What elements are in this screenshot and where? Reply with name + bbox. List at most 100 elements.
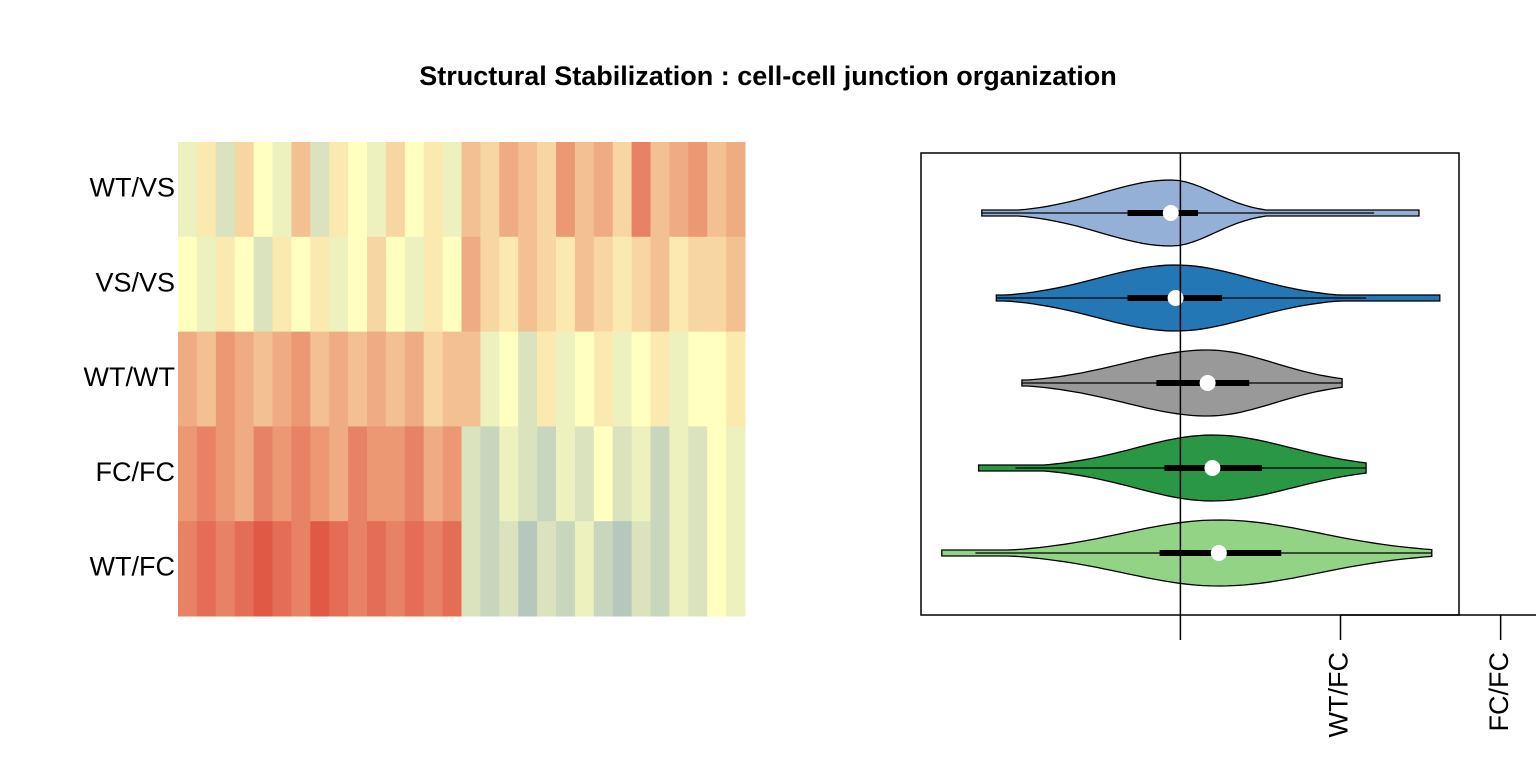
heatmap-cell — [499, 426, 519, 522]
heatmap-cell — [196, 142, 217, 238]
median — [1210, 545, 1227, 561]
heatmap-cell — [726, 331, 746, 427]
heatmap-cell — [461, 236, 481, 333]
heatmap-cell — [215, 426, 236, 522]
heatmap-cell — [272, 236, 292, 333]
row-label: VS/VS — [95, 267, 175, 297]
heatmap-cell — [707, 331, 727, 427]
heatmap-cell — [556, 521, 576, 617]
heatmap-cell — [234, 236, 255, 333]
row-label: WT/FC — [90, 552, 175, 582]
heatmap-cell — [688, 236, 708, 333]
row-label: FC/FC — [96, 457, 175, 487]
heatmap-cell — [574, 142, 595, 238]
heatmap-cell — [688, 426, 708, 522]
heatmap-cell — [310, 426, 330, 522]
heatmap-cell — [404, 142, 425, 238]
heatmap-cell — [310, 236, 330, 333]
heatmap-cell — [518, 521, 538, 617]
heatmap-cell — [178, 236, 198, 333]
heatmap-cell — [367, 236, 387, 333]
heatmap-cell — [574, 331, 595, 427]
heatmap-cell — [423, 331, 444, 427]
heatmap-cell — [688, 521, 708, 617]
heatmap-cell — [650, 521, 670, 617]
heatmap-cell — [423, 521, 444, 617]
heatmap-cell — [480, 236, 500, 333]
heatmap-cell — [253, 142, 273, 238]
heatmap-cell — [461, 142, 481, 238]
heatmap-cell — [291, 426, 311, 522]
heatmap-cell — [291, 331, 311, 427]
heatmap-cell — [537, 521, 557, 617]
heatmap-cell — [291, 142, 311, 238]
heatmap-cell — [518, 236, 538, 333]
heatmap-cell — [404, 236, 425, 333]
heatmap-cell — [367, 142, 387, 238]
heatmap-cell — [329, 426, 349, 522]
heatmap-cell — [329, 142, 349, 238]
heatmap-cell — [556, 426, 576, 522]
heatmap-cell — [272, 426, 292, 522]
heatmap-cell — [215, 236, 236, 333]
heatmap-cell — [329, 521, 349, 617]
heatmap-cell — [593, 331, 614, 427]
heatmap-cell — [385, 142, 406, 238]
heatmap-cell — [348, 521, 368, 617]
heatmap-cell — [291, 521, 311, 617]
heatmap-cell — [612, 521, 633, 617]
heatmap-cell — [196, 236, 217, 333]
median — [1167, 290, 1184, 306]
heatmap-cell — [461, 426, 481, 522]
heatmap-cell — [688, 331, 708, 427]
row-label: WT/VS — [90, 173, 176, 203]
heatmap-cell — [234, 426, 255, 522]
heatmap-cell — [593, 521, 614, 617]
heatmap-cell — [385, 426, 406, 522]
heatmap-cell — [442, 236, 462, 333]
heatmap-cell — [669, 426, 689, 522]
median — [1199, 375, 1216, 391]
median — [1204, 460, 1221, 476]
heatmap-cell — [480, 142, 500, 238]
heatmap-cell — [329, 236, 349, 333]
x-tick-label: FC/FC — [1484, 652, 1514, 731]
heatmap-cell — [593, 142, 614, 238]
heatmap-cell — [234, 521, 255, 617]
x-tick-label: WT/FC — [1324, 652, 1354, 737]
heatmap-cell — [726, 426, 746, 522]
heatmap-cell — [253, 236, 273, 333]
heatmap-cell — [404, 426, 425, 522]
heatmap-cell — [612, 236, 633, 333]
heatmap-cell — [348, 331, 368, 427]
heatmap-cell — [461, 331, 481, 427]
heatmap-cell — [480, 426, 500, 522]
heatmap-cell — [631, 426, 651, 522]
heatmap-cell — [367, 426, 387, 522]
heatmap-cell — [348, 236, 368, 333]
heatmap-cell — [669, 521, 689, 617]
heatmap-cell — [556, 142, 576, 238]
heatmap-cell — [367, 521, 387, 617]
heatmap-cell — [556, 236, 576, 333]
heatmap-cell — [574, 521, 595, 617]
heatmap-cell — [574, 426, 595, 522]
heatmap-cell — [442, 142, 462, 238]
heatmap-cell — [310, 521, 330, 617]
heatmap-cell — [215, 142, 236, 238]
heatmap-cell — [291, 236, 311, 333]
heatmap-cell — [442, 521, 462, 617]
heatmap-cell — [726, 236, 746, 333]
heatmap-cell — [650, 331, 670, 427]
heatmap-cell — [178, 521, 198, 617]
heatmap-cell — [650, 426, 670, 522]
heatmap-cell — [253, 426, 273, 522]
heatmap-cell — [348, 142, 368, 238]
heatmap-cell — [423, 236, 444, 333]
heatmap-cell — [272, 521, 292, 617]
heatmap-cell — [499, 142, 519, 238]
heatmap-cell — [367, 331, 387, 427]
heatmap-cell — [537, 142, 557, 238]
heatmap-cell — [178, 426, 198, 522]
